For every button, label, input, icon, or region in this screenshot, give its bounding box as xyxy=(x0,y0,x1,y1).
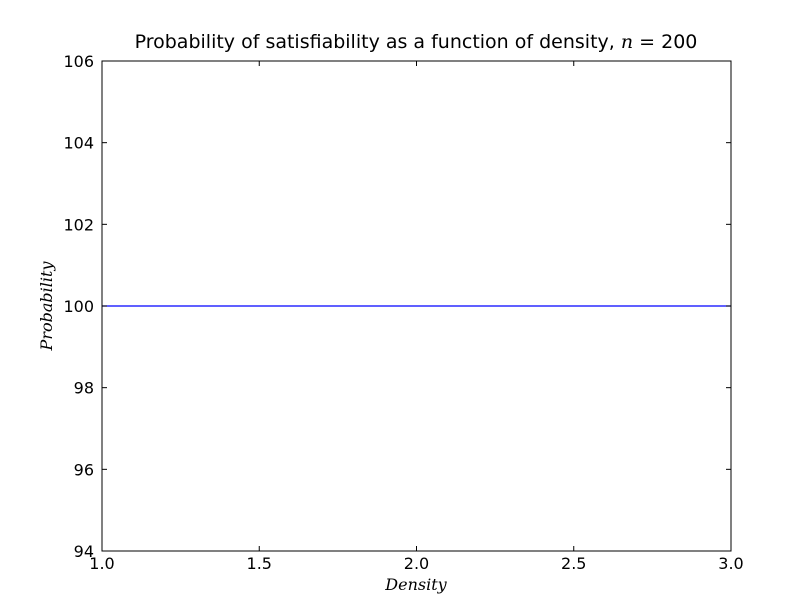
chart-title-math: n xyxy=(621,31,633,53)
ticks-layer xyxy=(101,60,732,552)
chart-title-suffix: = 200 xyxy=(633,31,697,53)
plot-frame xyxy=(101,60,732,552)
chart-title: Probability of satisfiability as a funct… xyxy=(135,31,698,53)
y-tick-label: 102 xyxy=(63,215,94,234)
x-axis-label: Density xyxy=(384,575,447,594)
y-tick-label: 104 xyxy=(63,134,94,153)
y-axis-label: Probability xyxy=(37,261,56,352)
y-tick-label: 106 xyxy=(63,52,94,71)
y-tick-label: 96 xyxy=(74,460,94,479)
x-tick-label: 1.5 xyxy=(247,554,272,573)
y-tick-label: 98 xyxy=(74,379,94,398)
tick-labels-layer: 1.0 1.5 2.0 2.5 3.0 94 96 98 100 102 104 106 xyxy=(63,52,743,573)
x-tick-label: 1.0 xyxy=(89,554,114,573)
chart-title-main: Probability of satisfiability as a funct… xyxy=(135,31,615,53)
x-tick-label: 2.0 xyxy=(404,554,429,573)
y-tick-label: 100 xyxy=(63,297,94,316)
y-tick-label: 94 xyxy=(74,542,94,561)
x-tick-label: 3.0 xyxy=(718,554,743,573)
x-tick-label: 2.5 xyxy=(561,554,586,573)
